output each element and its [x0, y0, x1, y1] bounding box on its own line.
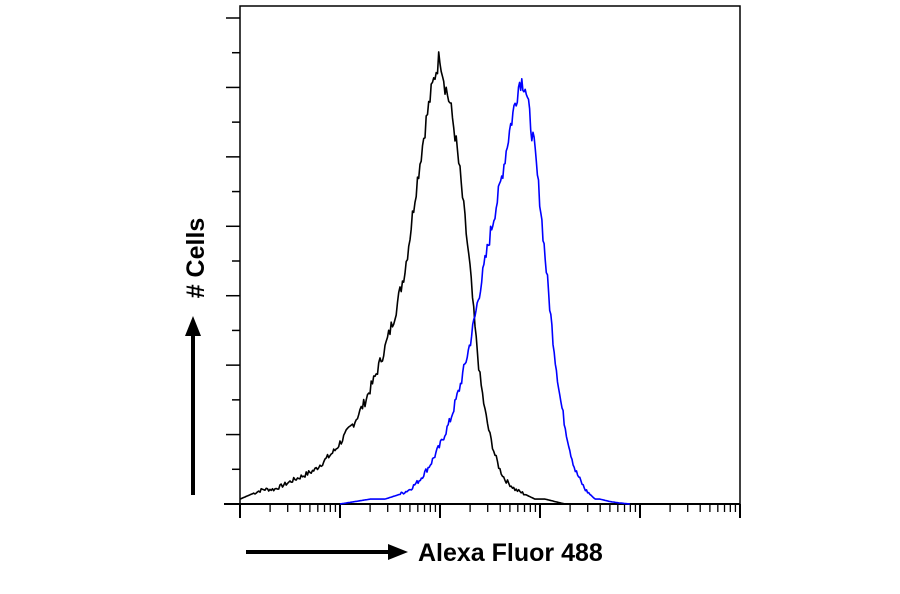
x-axis-ticks [239, 504, 741, 518]
x-axis-label: Alexa Fluor 488 [418, 539, 603, 567]
series-1-line [239, 51, 566, 505]
x-axis-arrow [246, 544, 408, 560]
plot-border [239, 5, 741, 505]
series-2-line [339, 78, 631, 505]
y-axis-ticks [226, 17, 240, 505]
y-axis-arrow [185, 316, 201, 495]
y-axis-label: # Cells [182, 218, 210, 299]
histogram-series [239, 51, 631, 505]
plot-frame [224, 5, 741, 505]
